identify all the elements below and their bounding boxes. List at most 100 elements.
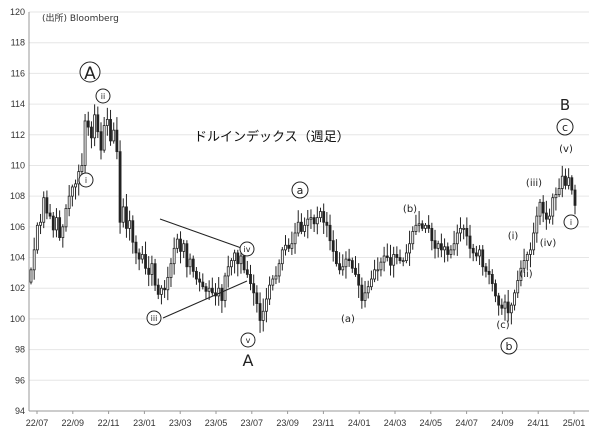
candle-body: [564, 175, 567, 186]
candle-body: [163, 287, 167, 291]
candle-body: [424, 224, 427, 229]
candle-body: [306, 218, 310, 226]
candle-body: [369, 278, 373, 288]
candle-body: [548, 215, 551, 220]
wave-iv-circle: [239, 241, 255, 257]
candle-body: [156, 284, 160, 295]
candle-body: [255, 292, 259, 304]
candle-body: [494, 283, 497, 297]
candle-body: [29, 269, 33, 283]
candle-body: [401, 260, 405, 263]
candle-body: [420, 223, 424, 229]
candle-body: [443, 246, 446, 251]
candle-body: [414, 224, 418, 232]
x-tick-label: 23/05: [205, 418, 228, 428]
candle-body: [287, 244, 291, 249]
candle-body: [58, 217, 62, 238]
wave-i-right-circle: [563, 214, 579, 230]
candle-body: [42, 197, 46, 223]
candle-body: [481, 249, 485, 268]
candle-body: [516, 280, 520, 294]
candle-body: [48, 212, 52, 217]
candle-body: [70, 186, 74, 197]
candle-body: [385, 255, 389, 258]
wave-paren-ii-label: (ii): [519, 269, 532, 280]
candle-body: [341, 266, 345, 271]
y-tick-label: 98: [15, 345, 25, 355]
candle-body: [226, 266, 230, 277]
wave-v-label: v: [246, 336, 251, 345]
x-tick-label: 23/03: [169, 418, 192, 428]
candle-body: [398, 257, 402, 262]
candle-body: [363, 292, 367, 301]
candle-body: [210, 287, 214, 294]
candle-body: [459, 227, 462, 234]
candle-body: [392, 254, 396, 266]
candle-body: [557, 188, 561, 196]
y-tick-label: 100: [10, 314, 25, 324]
candle-body: [522, 260, 526, 269]
wave-i-left-label: i: [85, 176, 87, 185]
candle-body: [182, 243, 186, 252]
candle-body: [376, 269, 380, 272]
candle-body: [462, 227, 466, 230]
candle-body: [242, 255, 246, 271]
candle-body: [347, 258, 351, 262]
candle-body: [169, 263, 173, 278]
y-tick-label: 102: [10, 283, 25, 293]
candle-body: [567, 177, 571, 186]
candle-body: [570, 177, 574, 191]
candle-body: [506, 301, 510, 314]
candlesticks: [29, 104, 577, 333]
y-axis: 94 96 98 100 102 104 106 108 110 112 114 116 118 120: [10, 7, 30, 416]
wave-A-bottom-label: A: [243, 351, 254, 370]
candle-body: [411, 231, 415, 245]
candle-body: [541, 201, 545, 214]
y-tick-label: 120: [10, 7, 25, 17]
candle-body: [382, 255, 386, 263]
candle-body: [449, 249, 453, 255]
candle-body: [344, 258, 348, 268]
candle-body: [290, 243, 294, 249]
candle-body: [315, 217, 319, 225]
candle-body: [484, 266, 488, 272]
candle-body: [204, 286, 208, 292]
candle-body: [217, 287, 221, 297]
candle-body: [436, 243, 440, 249]
candle-body: [96, 114, 100, 133]
candle-body: [573, 189, 577, 206]
candle-body: [125, 206, 128, 229]
candle-body: [198, 278, 202, 283]
wave-i-right-label: i: [570, 218, 572, 227]
x-tick-label: 22/07: [26, 418, 49, 428]
candle-body: [90, 126, 93, 139]
wave-c-label: c: [562, 121, 568, 134]
candle-body: [560, 175, 564, 189]
y-tick-label: 108: [10, 191, 25, 201]
candle-body: [61, 226, 65, 238]
candle-body: [430, 227, 434, 242]
candle-body: [74, 183, 77, 188]
wave-b-circle: [500, 337, 518, 355]
gridlines: [29, 11, 589, 412]
candle-body: [80, 165, 84, 172]
candle-body: [137, 252, 141, 260]
y-tick-label: 94: [15, 406, 25, 416]
candle-body: [32, 249, 36, 271]
candle-body: [131, 220, 135, 243]
x-tick-label: 24/07: [455, 418, 478, 428]
candle-body: [354, 267, 357, 275]
candle-body: [551, 197, 555, 217]
candle-body: [554, 194, 558, 199]
candle-body: [474, 252, 478, 257]
wave-paren-b-label: (b): [403, 204, 417, 215]
chart-title: ドルインデックス（週足）: [194, 129, 350, 145]
wave-iii-circle: [146, 310, 162, 326]
wave-paren-c-label: (c): [496, 320, 509, 331]
candle-body: [201, 281, 205, 288]
candle-body: [188, 258, 192, 268]
x-axis: 22/07 22/09 22/11 23/01 23/03 23/05 23/07 23/09…: [26, 410, 589, 428]
candle-body: [544, 212, 548, 220]
candle-body: [175, 238, 179, 249]
candle-body: [233, 252, 237, 262]
